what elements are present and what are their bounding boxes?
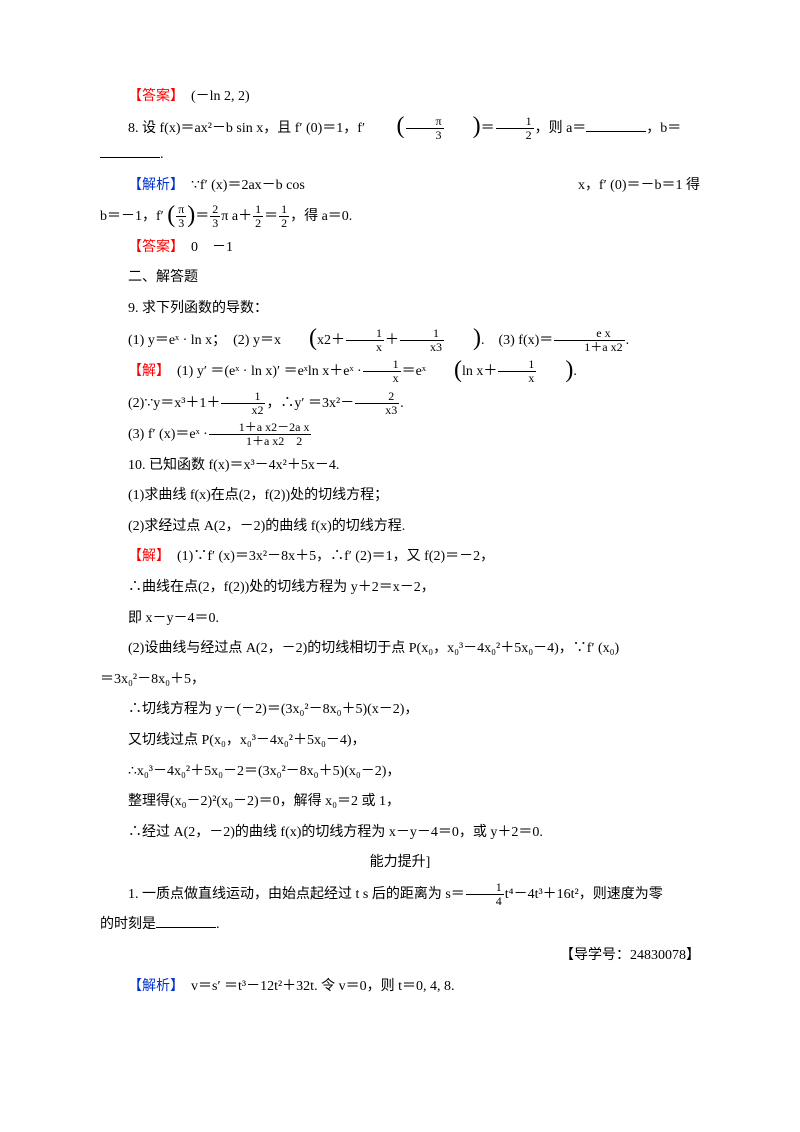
s8-left: 【解析】 ∵f′ (x)＝2ax－b cos bbox=[100, 173, 305, 200]
answer-8: 【答案】 0 －1 bbox=[100, 235, 700, 262]
s10-5: ＝3x₀²－8x₀＋5， bbox=[100, 667, 700, 694]
answer-label: 【答案】 bbox=[128, 89, 177, 104]
s10-2: ∴曲线在点(2，f(2))处的切线方程为 y＋2＝x－2， bbox=[100, 575, 700, 602]
q9-inner: x2＋ bbox=[317, 332, 345, 347]
lparen-icon: ( bbox=[426, 358, 462, 382]
s9-2-tail: . bbox=[400, 395, 404, 410]
frac: 1x bbox=[363, 358, 401, 385]
frac: 1＋a x2－2a x1＋a x2 2 bbox=[209, 421, 312, 448]
s10-10: ∴经过 A(2，－2)的曲线 f(x)的切线方程为 x－y－4＝0，或 y＋2＝… bbox=[100, 820, 700, 847]
frac-1-2: 12 bbox=[496, 115, 534, 142]
question-10: 10. 已知函数 f(x)＝x³－4x²＋5x－4. bbox=[100, 453, 700, 480]
frac: 23 bbox=[210, 203, 220, 230]
solution-8-l2: b＝－1，f′ (π3)＝23π a＋12＝12，得 a＝0. bbox=[100, 203, 700, 231]
s8b-tail: ，得 a＝0. bbox=[290, 209, 352, 224]
blank-time bbox=[156, 913, 216, 928]
s8-b1: ∵f′ (x)＝2ax－b cos bbox=[191, 178, 305, 193]
q8-lead: 8. 设 bbox=[128, 121, 160, 136]
q8-t2: ，b＝ bbox=[646, 121, 681, 136]
question-9-parts: (1) y＝eˣ · ln x； (2) y＝x(x2＋1x＋1x3). (3)… bbox=[100, 327, 700, 355]
question-9: 9. 求下列函数的导数： bbox=[100, 296, 700, 323]
guide-number: 【导学号：24830078】 bbox=[100, 943, 700, 970]
lparen-icon: ( bbox=[369, 114, 405, 138]
p1-tail: t⁴－4t³＋16t²，则速度为零 bbox=[505, 887, 663, 902]
frac: π3 bbox=[176, 203, 186, 230]
p1-dot: . bbox=[216, 917, 220, 932]
solution-9-2: (2)∵y＝x³＋1＋1x2，∴y′ ＝3x²－2x3. bbox=[100, 390, 700, 418]
solution-9-1: 【解】 (1) y′ ＝(eˣ · ln x)′ ＝eˣln x＋eˣ ·1x＝… bbox=[100, 358, 700, 386]
s9-in-a: ln x＋ bbox=[462, 364, 497, 379]
rparen-icon: ) bbox=[445, 114, 481, 138]
s8-b2: x，f′ (0)＝－b＝1 得 bbox=[550, 173, 700, 200]
rparen-icon: ) bbox=[187, 203, 195, 227]
solution-label: 【解】 bbox=[128, 364, 163, 379]
problem-1: 1. 一质点做直线运动，由始点起经过 t s 后的距离为 s＝14t⁴－4t³＋… bbox=[100, 881, 700, 909]
s10-6: ∴切线方程为 y－(－2)＝(3x₀²－8x₀＋5)(x－2)， bbox=[100, 697, 700, 724]
frac: e x1＋a x2 bbox=[554, 327, 624, 354]
q8-t1: ，则 a＝ bbox=[535, 121, 587, 136]
s8b-lead: b＝－1，f′ bbox=[100, 209, 164, 224]
frac: 1x bbox=[346, 327, 384, 354]
question-10-1: (1)求曲线 f(x)在点(2，f(2))处的切线方程； bbox=[100, 483, 700, 510]
q8-fx: f(x)＝ax²－b sin x，且 f′ (0)＝1，f′ bbox=[160, 121, 366, 136]
s10-9: 整理得(x₀－2)²(x₀－2)＝0，解得 x₀＝2 或 1， bbox=[100, 789, 700, 816]
question-8: 8. 设 f(x)＝ax²－b sin x，且 f′ (0)＝1，f′ (π3)… bbox=[100, 115, 700, 169]
frac-pi-3: π3 bbox=[406, 115, 444, 142]
s10-7: 又切线过点 P(x₀，x₀³－4x₀²＋5x₀－4)， bbox=[100, 728, 700, 755]
problem-1-l2: 的时刻是. bbox=[100, 912, 700, 939]
solution-p1: 【解析】 v＝s′ ＝t³－12t²＋32t. 令 v＝0，则 t＝0, 4, … bbox=[100, 974, 700, 1001]
s9-1-tail: . bbox=[573, 364, 577, 379]
analysis-label: 【解析】 bbox=[128, 178, 177, 193]
frac: 1x bbox=[498, 358, 536, 385]
s8b-mid: π a＋ bbox=[221, 209, 252, 224]
q9-1-lead: (1) y＝eˣ · ln x； (2) y＝x bbox=[128, 332, 281, 347]
s10-4: (2)设曲线与经过点 A(2，－2)的切线相切于点 P(x₀，x₀³－4x₀²＋… bbox=[100, 636, 700, 663]
q9-mid: ＋ bbox=[385, 332, 399, 347]
s10-1: (1)∵f′ (x)＝3x²－8x＋5，∴f′ (2)＝1，又 f(2)＝－2， bbox=[177, 549, 494, 564]
frac: 14 bbox=[466, 881, 504, 908]
page: { "colors": { "red": "#ff0000", "blue": … bbox=[0, 0, 800, 1132]
answer-label: 【答案】 bbox=[128, 240, 177, 255]
frac: 12 bbox=[253, 203, 263, 230]
s9-1a: (1) y′ ＝(eˣ · ln x)′ ＝eˣln x＋eˣ · bbox=[177, 364, 362, 379]
q9-sep: . (3) f(x)＝ bbox=[481, 332, 553, 347]
section-2: 二、解答题 bbox=[100, 265, 700, 292]
frac: 1x2 bbox=[221, 390, 265, 417]
blank-a bbox=[586, 117, 646, 132]
solution-8-l1: 【解析】 ∵f′ (x)＝2ax－b cos x，f′ (0)＝－b＝1 得 bbox=[100, 173, 700, 200]
p1-lead: 1. 一质点做直线运动，由始点起经过 t s 后的距离为 s＝ bbox=[128, 887, 465, 902]
frac: 1x3 bbox=[400, 327, 444, 354]
answer-body: (－ln 2, 2) bbox=[177, 89, 250, 104]
solution-9-3: (3) f′ (x)＝eˣ ·1＋a x2－2a x1＋a x2 2 bbox=[100, 421, 700, 449]
s10-3: 即 x－y－4＝0. bbox=[100, 606, 700, 633]
q8-t3: . bbox=[160, 147, 164, 162]
rparen-icon: ) bbox=[445, 326, 481, 350]
s9-2a: (2)∵y＝x³＋1＋ bbox=[128, 395, 220, 410]
q9-tail: . bbox=[626, 332, 630, 347]
answer-7: 【答案】 (－ln 2, 2) bbox=[100, 84, 700, 111]
rparen-icon: ) bbox=[537, 358, 573, 382]
p1-l2: 的时刻是 bbox=[100, 917, 156, 932]
s9-3a: (3) f′ (x)＝eˣ · bbox=[128, 427, 208, 442]
a8-body: 0 －1 bbox=[177, 240, 233, 255]
frac: 12 bbox=[279, 203, 289, 230]
lparen-icon: ( bbox=[281, 326, 317, 350]
lparen-icon: ( bbox=[167, 203, 175, 227]
s10-8: ∴x₀³－4x₀²＋5x₀－2＝(3x₀²－8x₀＋5)(x₀－2)， bbox=[100, 759, 700, 786]
s9-1b: ＝eˣ bbox=[402, 364, 426, 379]
analysis-label: 【解析】 bbox=[128, 979, 177, 994]
ability-heading: 能力提升] bbox=[100, 850, 700, 877]
blank-b bbox=[100, 143, 160, 158]
solution-label: 【解】 bbox=[128, 549, 163, 564]
s9-2b: ，∴y′ ＝3x²－ bbox=[266, 395, 354, 410]
s1-body: v＝s′ ＝t³－12t²＋32t. 令 v＝0，则 t＝0, 4, 8. bbox=[191, 979, 454, 994]
question-10-2: (2)求经过点 A(2，－2)的曲线 f(x)的切线方程. bbox=[100, 514, 700, 541]
solution-10-1: 【解】 (1)∵f′ (x)＝3x²－8x＋5，∴f′ (2)＝1，又 f(2)… bbox=[100, 544, 700, 571]
frac: 2x3 bbox=[355, 390, 399, 417]
